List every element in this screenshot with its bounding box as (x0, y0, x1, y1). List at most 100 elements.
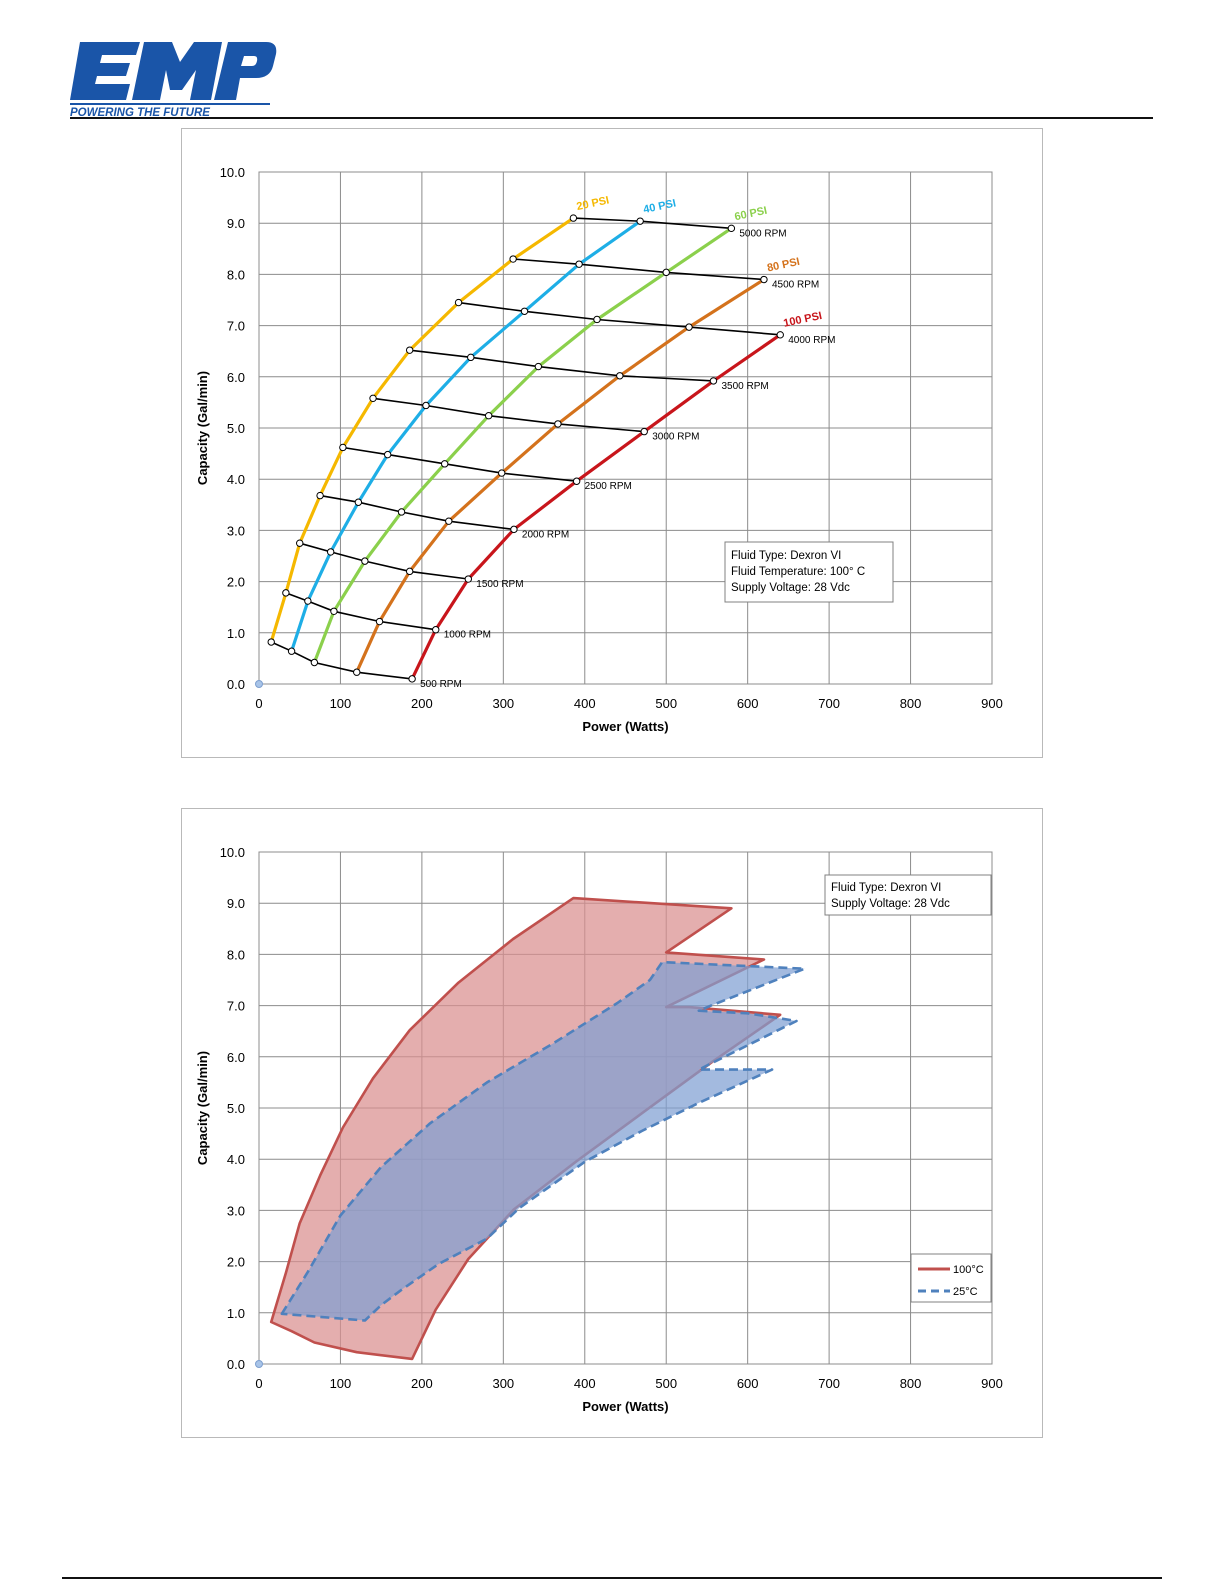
chart1-y-tick-label: 8.0 (227, 267, 245, 282)
chart1-y-tick-label: 1.0 (227, 626, 245, 641)
rpm-label: 3000 RPM (652, 432, 699, 443)
data-point (432, 626, 440, 634)
chart1-x-tick-label: 200 (411, 696, 433, 711)
chart1-y-tick-label: 5.0 (227, 421, 245, 436)
psi-curve (290, 219, 642, 652)
annotation-box (824, 874, 992, 916)
chart1-y-axis-label: Capacity (Gal/min) (195, 371, 210, 485)
emp-logo: POWERING THE FUTURE (70, 42, 277, 119)
rpm-line (513, 258, 765, 281)
chart1-y-tick-label: 0.0 (227, 677, 245, 692)
data-point (685, 323, 693, 331)
data-point (316, 491, 324, 500)
legend-box (910, 1253, 992, 1303)
chart2-y-tick-label: 9.0 (227, 896, 245, 911)
chart2-x-axis-label: Power (Watts) (582, 1399, 668, 1414)
annotation-line: Supply Voltage: 28 Vdc (731, 582, 850, 594)
legend-label: 100°C (953, 1264, 984, 1276)
chart1-x-tick-label: 500 (655, 696, 677, 711)
chart1-y-tick-label: 2.0 (227, 575, 245, 590)
rpm-label: 3500 RPM (721, 381, 768, 392)
psi-label: 20 PSI (576, 194, 611, 213)
legend-label: 25°C (953, 1286, 978, 1298)
data-point (353, 668, 361, 676)
data-point (408, 675, 416, 683)
rpm-label: 500 RPM (420, 679, 462, 690)
annotation-line: Fluid Type: Dexron VI (731, 550, 841, 562)
chart2-x-tick-label: 100 (330, 1376, 352, 1391)
chart-2-svg: 0 100 200 300 400 500 600 700 800 900 0.0 1.0 2.0 3.0… (195, 845, 1003, 1414)
data-point (422, 401, 430, 410)
data-point (354, 498, 363, 506)
data-point (484, 412, 493, 420)
chart2-y-tick-label: 3.0 (227, 1203, 245, 1218)
chart-1-svg: 0 100 200 300 400 500 600 700 800 900 0.0 1.0 2.0 3.0… (195, 165, 1003, 734)
chart1-x-tick-label: 100 (330, 696, 352, 711)
rpm-label: 1000 RPM (444, 630, 491, 641)
chart1-x-tick-label: 600 (737, 696, 759, 711)
data-point (282, 589, 290, 597)
psi-label: 100 PSI (782, 310, 823, 330)
data-point (572, 477, 581, 485)
psi-label: 80 PSI (766, 256, 801, 275)
data-point (330, 607, 338, 615)
psi-curve (410, 333, 782, 680)
chart2-x-tick-label: 900 (981, 1376, 1003, 1391)
chart2-y-tick-label: 8.0 (227, 947, 245, 962)
psi-label: 40 PSI (642, 197, 677, 216)
rpm-line (342, 446, 577, 482)
emp-logo-mark (70, 42, 277, 105)
annotation-line: Fluid Temperature: 100° C (731, 566, 865, 578)
chart2-x-tick-label: 600 (737, 1376, 759, 1391)
chart2-annotation: Fluid Type: Dexron VI Supply Voltage: 28 … (824, 874, 992, 916)
data-point (509, 255, 517, 263)
chart1-y-tick-label: 3.0 (227, 523, 245, 538)
chart1-x-tick-label: 800 (900, 696, 922, 711)
data-point (616, 372, 624, 380)
data-point (405, 567, 414, 576)
data-point (569, 214, 578, 222)
rpm-line (372, 397, 645, 433)
data-point (310, 658, 319, 667)
chart1-y-tick-label: 10.0 (220, 165, 245, 180)
chart2-y-tick-label: 6.0 (227, 1050, 245, 1065)
header-rule (70, 117, 1153, 119)
chart2-y-tick-label: 0.0 (227, 1357, 245, 1372)
data-point (369, 394, 377, 403)
chart1-x-tick-label: 0 (255, 696, 262, 711)
data-point (445, 517, 453, 525)
data-point (636, 217, 644, 225)
chart2-y-tick-label: 7.0 (227, 999, 245, 1014)
chart2-x-tick-label: 200 (411, 1376, 433, 1391)
rpm-label: 4000 RPM (788, 335, 835, 346)
chart2-y-tick-label: 5.0 (227, 1101, 245, 1116)
annotation-line: Supply Voltage: 28 Vdc (831, 898, 950, 910)
chart2-x-tick-label: 500 (655, 1376, 677, 1391)
data-point (287, 647, 296, 655)
data-point (510, 525, 518, 534)
data-point (575, 260, 583, 268)
chart1-x-axis-label: Power (Watts) (582, 719, 668, 734)
data-point (361, 557, 369, 565)
chart1-grid (258, 171, 993, 685)
chart1-y-tick-label: 6.0 (227, 370, 245, 385)
rpm-line (319, 494, 514, 531)
annotation-box (724, 541, 894, 603)
data-point (709, 377, 718, 385)
data-point (467, 353, 475, 362)
chart2-y-axis-label: Capacity (Gal/min) (195, 1051, 210, 1165)
footer-rule (62, 1577, 1162, 1579)
chart2-x-tick-label: 400 (574, 1376, 596, 1391)
annotation-line: Fluid Type: Dexron VI (831, 882, 941, 894)
rpm-line (458, 301, 781, 336)
rpm-label: 1500 RPM (476, 579, 523, 590)
chart2-x-tick-label: 700 (818, 1376, 840, 1391)
data-point (464, 575, 473, 583)
chart2-y-tick-label: 1.0 (227, 1306, 245, 1321)
data-point (593, 315, 601, 324)
data-point (454, 298, 463, 307)
data-point (498, 469, 506, 477)
data-point (375, 617, 384, 626)
rpm-label: 2500 RPM (585, 481, 632, 492)
psi-label: 60 PSI (734, 205, 769, 224)
